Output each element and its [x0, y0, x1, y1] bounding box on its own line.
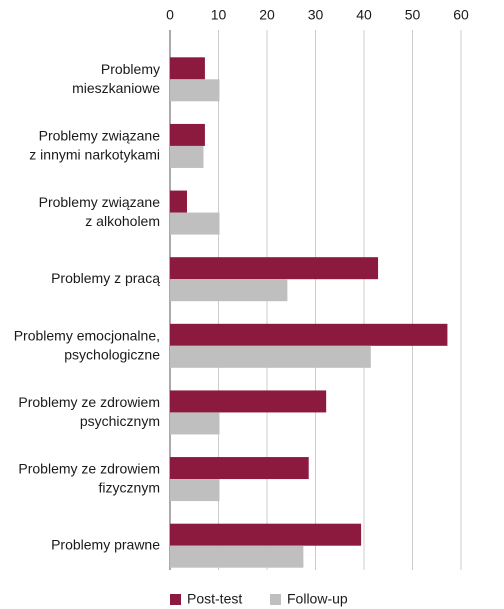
- bar: [170, 79, 220, 102]
- y-tick-label: Problemy emocjonalne, psychologiczne: [14, 327, 161, 362]
- bar: [170, 57, 205, 80]
- bar: [170, 545, 304, 568]
- legend-label: Post-test: [187, 591, 242, 607]
- y-tick-label: Problemy związane z alkoholem: [39, 194, 161, 229]
- y-tick-label: Problemy prawne: [51, 536, 160, 552]
- bar: [170, 479, 220, 502]
- x-tick-label: 30: [308, 7, 324, 23]
- bar: [170, 345, 371, 368]
- y-tick-label: Problemy ze zdrowiem fizycznym: [18, 460, 160, 495]
- x-tick-label: 60: [453, 7, 469, 23]
- bar: [170, 412, 220, 435]
- y-tick-label: Problemy z pracą: [51, 270, 160, 286]
- legend-label: Follow-up: [287, 591, 348, 607]
- bar: [170, 523, 362, 546]
- bar: [170, 212, 220, 235]
- x-tick-label: 50: [405, 7, 421, 23]
- bar: [170, 457, 309, 480]
- y-tick-label: Problemy ze zdrowiem psychicznym: [18, 394, 160, 429]
- bar: [170, 323, 448, 346]
- legend-swatch: [170, 594, 181, 605]
- bar: [170, 257, 379, 280]
- y-tick-label: Problemy mieszkaniowe: [72, 61, 160, 96]
- y-tick-label: Problemy związane z innymi narkotykami: [29, 127, 160, 162]
- x-tick-label: 0: [166, 7, 174, 23]
- bar: [170, 190, 187, 213]
- x-tick-label: 10: [211, 7, 227, 23]
- x-tick-label: 40: [356, 7, 372, 23]
- bar: [170, 145, 204, 168]
- legend-swatch: [270, 594, 281, 605]
- bar: [170, 279, 288, 302]
- bar: [170, 390, 327, 413]
- bar: [170, 123, 205, 146]
- x-tick-label: 20: [259, 7, 275, 23]
